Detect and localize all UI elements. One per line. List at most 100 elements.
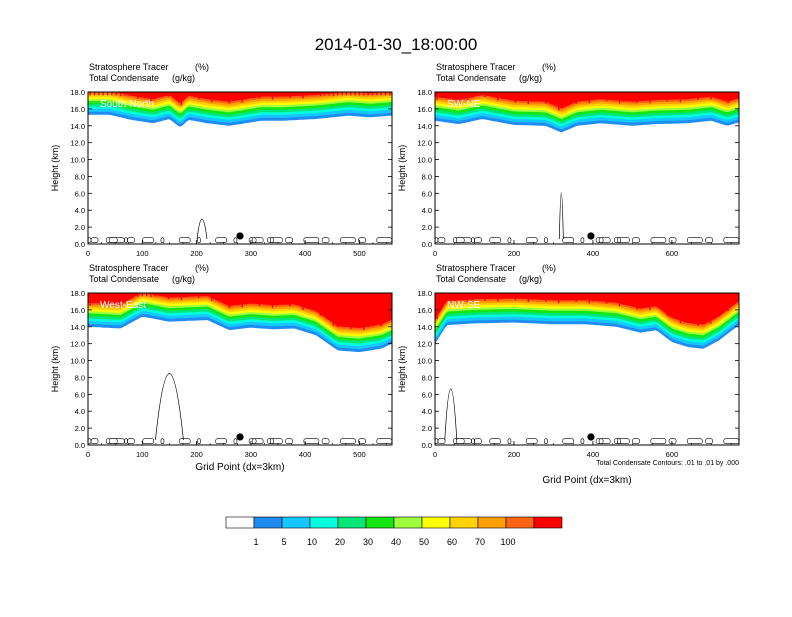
y-tick-label: 8.0 — [422, 172, 432, 181]
y-tick-label: 0.0 — [75, 441, 85, 450]
condensate-contour — [127, 438, 135, 445]
colorbar-swatch — [365, 516, 395, 529]
y-tick-label: 10.0 — [417, 357, 432, 366]
x-tick-label: 400 — [587, 450, 600, 459]
condensate-contour — [525, 438, 538, 445]
colorbar-label: 60 — [447, 537, 457, 547]
condensate-contour — [267, 237, 283, 244]
condensate-plume-contour — [196, 218, 208, 239]
colorbar-label: 70 — [475, 537, 485, 547]
plot-frame — [434, 292, 740, 446]
colorbar-swatch — [309, 516, 339, 529]
y-tick-label: 10.0 — [70, 357, 85, 366]
panel-subtitle: Total Condensate — [436, 73, 506, 83]
condensate-contour — [489, 237, 502, 244]
location-marker — [236, 433, 244, 441]
tracer-band-11 — [435, 92, 739, 109]
condensate-plume-contour — [444, 388, 458, 440]
x-axis-label: Grid Point (dx=3km) — [542, 475, 631, 486]
condensate-contour — [160, 438, 165, 445]
plot-frame — [434, 91, 740, 245]
condensate-contour — [215, 438, 227, 445]
panel-subtitle: Total Condensate — [89, 73, 159, 83]
y-tick-label: 16.0 — [70, 306, 85, 315]
y-axis-label: Height (km) — [397, 145, 407, 192]
condensate-contour — [617, 438, 621, 445]
x-tick-label: 200 — [508, 249, 521, 258]
y-tick-label: 14.0 — [417, 122, 432, 131]
condensate-contour — [507, 438, 512, 445]
panel-title-unit: (%) — [195, 62, 209, 72]
y-tick-label: 14.0 — [417, 323, 432, 332]
condensate-contour — [455, 438, 472, 445]
tracer-field — [88, 92, 392, 244]
condensate-contour — [108, 237, 125, 244]
condensate-contour — [668, 438, 677, 445]
y-tick-label: 14.0 — [70, 122, 85, 131]
condensate-contour — [544, 237, 548, 244]
condensate-plume-contour — [558, 192, 564, 239]
condensate-contour — [474, 237, 482, 244]
condensate-contour — [562, 438, 574, 445]
panel-subtitle-unit: (g/kg) — [172, 274, 195, 284]
condensate-contour — [142, 438, 155, 445]
condensate-contour — [580, 438, 585, 445]
tracer-field — [435, 293, 739, 445]
condensate-contour — [340, 438, 356, 445]
condensate-contour — [233, 237, 238, 244]
panel-title: Stratosphere Tracer — [436, 62, 516, 72]
panel-title: Stratosphere Tracer — [436, 263, 516, 273]
condensate-contour — [668, 237, 677, 244]
panel-title-unit: (%) — [542, 62, 556, 72]
location-marker — [587, 232, 595, 240]
colorbar-label: 40 — [391, 537, 401, 547]
x-tick-label: 400 — [299, 249, 312, 258]
colorbar-swatch — [449, 516, 479, 529]
panel-title: Stratosphere Tracer — [89, 62, 169, 72]
colorbar-swatch — [533, 516, 563, 529]
y-tick-label: 4.0 — [75, 407, 85, 416]
colorbar-swatch — [421, 516, 451, 529]
condensate-contour — [595, 438, 604, 445]
y-tick-label: 6.0 — [75, 390, 85, 399]
condensate-contour — [285, 438, 293, 445]
colorbar-label: 1 — [253, 537, 258, 547]
condensate-contour — [437, 438, 446, 445]
condensate-contour — [650, 237, 667, 244]
condensate-contour — [632, 438, 640, 445]
colorbar-label: 5 — [281, 537, 286, 547]
condensate-contour — [650, 438, 667, 445]
y-tick-label: 18.0 — [417, 88, 432, 97]
condensate-contour — [303, 438, 320, 445]
condensate-contour — [321, 438, 330, 445]
x-tick-label: 200 — [508, 450, 521, 459]
y-axis-label: Height (km) — [50, 145, 60, 192]
y-tick-label: 4.0 — [422, 206, 432, 215]
condensate-contour — [358, 438, 366, 445]
condensate-contour — [197, 237, 201, 244]
y-tick-label: 6.0 — [422, 189, 432, 198]
condensate-contour — [178, 438, 191, 445]
colorbar-label: 50 — [419, 537, 429, 547]
plot-frame — [87, 292, 393, 446]
condensate-contour — [215, 237, 227, 244]
colorbar-label: 20 — [335, 537, 345, 547]
condensate-contour — [248, 438, 257, 445]
y-tick-label: 10.0 — [70, 156, 85, 165]
condensate-contour — [489, 438, 502, 445]
panel-title-unit: (%) — [542, 263, 556, 273]
location-marker — [587, 433, 595, 441]
panels: South-North Stratosphere Tracer (%) Total C… — [50, 62, 740, 486]
condensate-contour — [251, 237, 264, 244]
condensate-contour — [285, 237, 293, 244]
y-tick-label: 18.0 — [417, 289, 432, 298]
condensate-contour — [358, 237, 366, 244]
condensate-contour — [614, 237, 630, 244]
x-tick-label: 500 — [353, 249, 366, 258]
tracer-field — [435, 92, 739, 244]
condensate-contour — [303, 237, 320, 244]
y-tick-label: 2.0 — [75, 223, 85, 232]
y-tick-label: 4.0 — [422, 407, 432, 416]
panel-label: SW-NE — [447, 99, 480, 110]
